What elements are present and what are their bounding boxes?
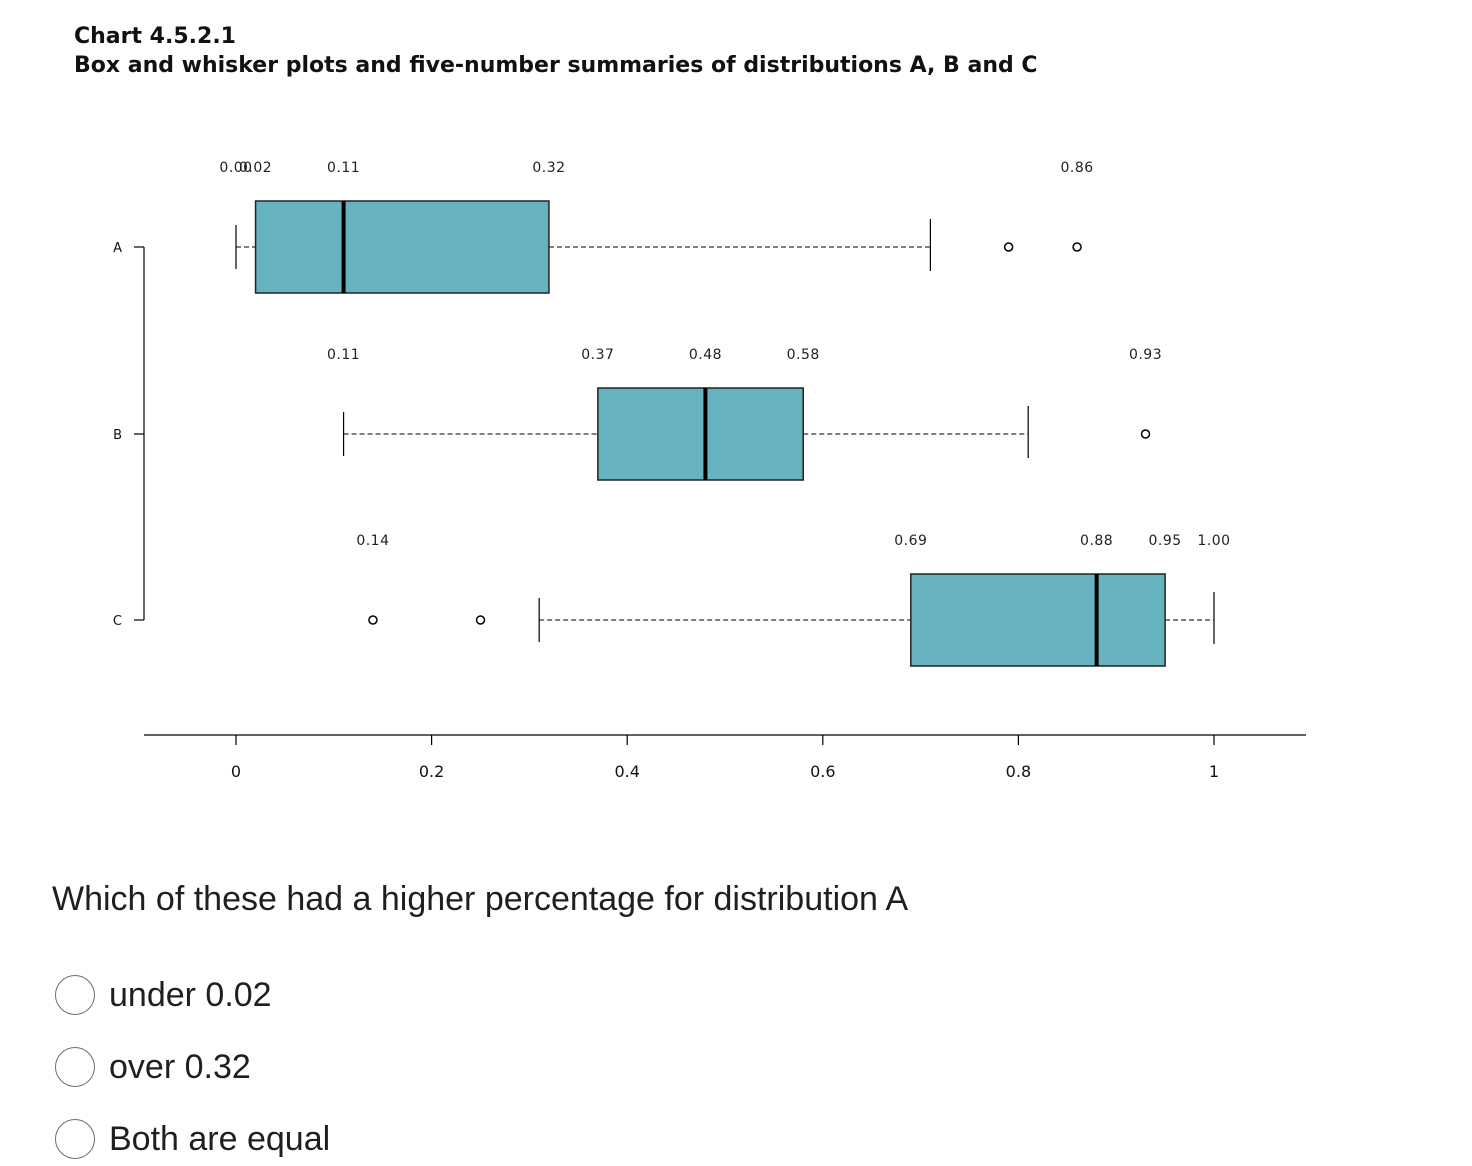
question-text: Which of these had a higher percentage f… [52, 880, 909, 918]
outlier-point [1140, 429, 1151, 439]
y-tick-label: A [113, 241, 122, 256]
value-label: 0.32 [532, 160, 565, 176]
value-label: 0.58 [787, 347, 820, 363]
x-tick-label: 0 [231, 762, 241, 781]
value-label: 0.69 [894, 533, 927, 549]
boxplot-chart: A B C 0 0.2 0.4 0.6 0.8 1 0.000.02 0.11 0.32 0.86 0.1… [113, 160, 1306, 781]
chart-subtitle: Box and whisker plots and five-number su… [74, 53, 1038, 78]
value-label: 0.00 [219, 160, 252, 176]
option-label: under 0.02 [109, 975, 272, 1014]
radio-button[interactable] [55, 1119, 95, 1159]
option-both-equal[interactable]: Both are equal [55, 1114, 330, 1164]
option-under-0-02[interactable]: under 0.02 [55, 970, 272, 1020]
option-over-0-32[interactable]: over 0.32 [55, 1042, 251, 1092]
box-c [910, 573, 1166, 667]
value-label: 0.11 [327, 347, 360, 363]
outlier-point [1003, 242, 1014, 252]
value-label: 0.14 [356, 533, 389, 549]
x-tick-label: 1 [1209, 762, 1219, 781]
option-label: over 0.32 [109, 1047, 251, 1086]
option-label: Both are equal [109, 1119, 331, 1158]
y-tick-label: B [113, 428, 122, 443]
chart-title-block: Chart 4.5.2.1 Box and whisker plots and … [74, 22, 1038, 80]
outlier-point [368, 615, 378, 625]
chart-title: Chart 4.5.2.1 [74, 24, 236, 49]
value-label: 0.37 [581, 347, 614, 363]
value-label: 0.02 [239, 160, 272, 176]
value-label: 0.48 [689, 347, 722, 363]
value-label: 1.00 [1197, 533, 1230, 549]
x-tick-label: 0.2 [419, 762, 444, 781]
box-a [254, 200, 550, 294]
radio-button[interactable] [55, 975, 95, 1015]
y-tick-label: C [113, 614, 122, 629]
value-label: 0.11 [327, 160, 360, 176]
x-tick-label: 0.6 [810, 762, 835, 781]
value-label: 0.86 [1060, 160, 1093, 176]
value-label: 0.88 [1080, 533, 1113, 549]
value-label: 0.93 [1129, 347, 1162, 363]
box-b [597, 387, 804, 481]
x-tick-label: 0.8 [1006, 762, 1031, 781]
outlier-point [475, 615, 486, 625]
x-tick-label: 0.4 [614, 762, 639, 781]
value-label: 0.95 [1149, 533, 1182, 549]
radio-button[interactable] [55, 1047, 95, 1087]
outlier-point [1072, 242, 1082, 252]
